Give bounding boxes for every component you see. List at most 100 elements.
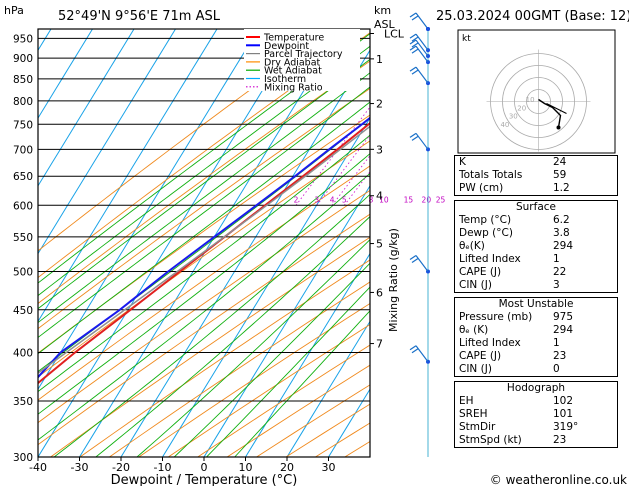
wet-adiabat-line [38, 45, 370, 297]
isotherm-line [38, 29, 218, 323]
hodograph-ring-label: 30 [509, 113, 518, 121]
most-unstable-title: Most Unstable [498, 298, 574, 310]
hodograph-label: SREH [459, 408, 488, 420]
wet-adiabat-line [95, 215, 370, 457]
most-unstable-label: θₑ (K) [459, 324, 489, 336]
hodograph-frame [457, 29, 616, 154]
most-unstable-value: 294 [553, 324, 574, 336]
temperature-line [38, 121, 370, 385]
most-unstable-value: 1 [553, 337, 560, 349]
hodograph-value: 319° [553, 421, 579, 433]
wind-barb [409, 66, 430, 86]
dry-adiabat-line [109, 281, 370, 457]
index-row: K 24 [455, 156, 617, 169]
temperature-tick-label: -20 [112, 461, 130, 474]
dry-adiabat-line [38, 165, 370, 401]
wind-barb-flag [409, 345, 417, 351]
wind-barb-flag [409, 39, 417, 45]
mixing-ratio-label: 2 [294, 195, 299, 204]
surface-row: Temp (°C) 6.2 [455, 214, 617, 227]
hodograph-value: 23 [553, 434, 567, 446]
height-tick-label: 3 [376, 143, 383, 156]
wind-barb [409, 345, 430, 364]
mixing-ratio-label: 25 [436, 195, 446, 204]
mixing-ratio-label: 10 [379, 195, 389, 204]
wet-adiabat-line [38, 86, 370, 339]
pressure-tick-label: 550 [13, 232, 33, 244]
parcel-trajectory-line [38, 125, 370, 375]
wind-barb-flag [411, 69, 419, 75]
hodograph-row: SREH 101 [455, 408, 617, 421]
mixing-ratio-axis-label: Mixing Ratio (g/kg) [387, 228, 400, 332]
isotherm-line [38, 29, 135, 187]
dry-adiabat-line [38, 140, 370, 378]
temperature-tick-label: 10 [239, 461, 253, 474]
dry-adiabat-line [50, 236, 370, 457]
wind-barb-flag [409, 66, 417, 72]
surface-box: Surface Temp (°C) 6.2 Dewp (°C) 3.8 θₑ(K) 294… [454, 200, 618, 293]
hodograph-label: EH [459, 395, 474, 407]
wind-barb [409, 33, 430, 53]
wind-barb-flag [411, 15, 419, 21]
dry-adiabat-line [38, 114, 370, 354]
wind-barb [409, 45, 430, 65]
index-label: PW (cm) [459, 182, 504, 194]
pressure-tick-label: 950 [13, 33, 33, 45]
surface-label: Dewp (°C) [459, 227, 513, 239]
wind-barb-flag [411, 258, 419, 264]
hodograph-trace [538, 98, 562, 128]
wind-barb [409, 132, 430, 152]
wind-barb-flag [409, 45, 417, 51]
dry-adiabat-line [168, 323, 370, 457]
isotherm-line [38, 29, 93, 119]
most-unstable-row: Lifted Index 1 [455, 337, 617, 350]
wind-barb [409, 255, 430, 274]
isotherm-line [38, 29, 259, 391]
legend-entry: Dewpoint [264, 41, 309, 52]
index-value: 24 [553, 156, 567, 168]
wind-barb-flag [411, 348, 419, 354]
height-tick-label: 1 [376, 53, 383, 66]
surface-row: θₑ(K) 294 [455, 240, 617, 253]
height-tick-label: 4 [376, 190, 383, 203]
most-unstable-value: 0 [553, 363, 560, 375]
hodograph-row: EH 102 [455, 395, 617, 408]
temperature-tick-label: -40 [29, 461, 47, 474]
legend-entry: Isotherm [264, 74, 306, 85]
datetime-title: 25.03.2024 00GMT (Base: 12) [436, 9, 629, 24]
wind-barb-shaft [415, 255, 429, 272]
wet-adiabat-line [206, 286, 370, 457]
surface-label: CIN (J) [459, 279, 492, 291]
wet-adiabat-line [38, 72, 370, 324]
chart-axes: 3003504004505005506006507007508008509009… [13, 27, 405, 474]
wind-barb-flag [409, 255, 417, 261]
wind-barb-shaft [415, 66, 429, 84]
pressure-tick-label: 750 [13, 119, 33, 131]
wind-barb-shaft [415, 132, 429, 150]
hodograph-ring-label: 40 [500, 121, 509, 129]
isotherm-line [0, 29, 10, 457]
wind-barbs [409, 12, 430, 457]
wet-adiabat-line [136, 239, 370, 457]
most-unstable-box: Most Unstable Pressure (mb) 975 θₑ (K) 294 L… [454, 297, 618, 377]
legend-background [244, 29, 360, 91]
surface-label: CAPE (J) [459, 266, 502, 278]
pressure-tick-label: 450 [13, 305, 33, 317]
surface-value: 3 [553, 279, 560, 291]
wind-barb-shaft [415, 12, 429, 30]
wind-barb-flag [411, 48, 419, 54]
index-value: 59 [553, 169, 567, 181]
surface-value: 3.8 [553, 227, 570, 239]
copyright-text: © weatheronline.co.uk [490, 473, 627, 486]
hodograph-label: StmDir [459, 421, 496, 433]
pressure-tick-label: 600 [13, 200, 33, 212]
surface-row: CIN (J) 3 [455, 279, 617, 292]
height-tick-label: 7 [376, 338, 383, 351]
height-tick-label: 6 [376, 286, 383, 299]
wind-barb-flag [411, 135, 419, 141]
index-row: PW (cm) 1.2 [455, 182, 617, 195]
legend-entry: Dry Adiabat [264, 57, 321, 68]
most-unstable-label: CIN (J) [459, 363, 492, 375]
wind-barb-shaft [415, 39, 429, 57]
